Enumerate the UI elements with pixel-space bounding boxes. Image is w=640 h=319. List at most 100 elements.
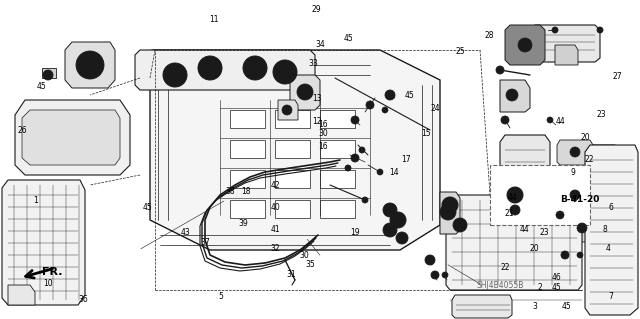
Circle shape (383, 203, 397, 217)
Circle shape (442, 197, 458, 213)
Text: B-41-20: B-41-20 (560, 196, 600, 204)
Circle shape (552, 27, 558, 33)
Circle shape (506, 89, 518, 101)
Circle shape (597, 27, 603, 33)
Bar (275, 140, 310, 158)
Polygon shape (65, 42, 115, 88)
Polygon shape (452, 295, 512, 318)
Bar (230, 140, 265, 158)
Text: 20: 20 (580, 133, 591, 142)
Polygon shape (500, 80, 530, 112)
Text: 41: 41 (270, 225, 280, 234)
Polygon shape (505, 25, 545, 65)
Text: 8: 8 (602, 225, 607, 234)
Text: 29: 29 (312, 5, 322, 14)
Circle shape (394, 216, 402, 224)
Polygon shape (500, 135, 550, 190)
Text: 15: 15 (420, 130, 431, 138)
Text: 34: 34 (315, 40, 325, 49)
Polygon shape (135, 50, 315, 90)
Text: 23: 23 (539, 228, 549, 237)
Polygon shape (8, 285, 35, 305)
Circle shape (570, 190, 580, 200)
Circle shape (351, 116, 359, 124)
Polygon shape (22, 110, 120, 165)
Text: 9: 9 (570, 168, 575, 177)
Text: 45: 45 (404, 91, 415, 100)
Text: 6: 6 (609, 203, 614, 212)
Text: 11: 11 (210, 15, 219, 24)
Text: 45: 45 (552, 283, 562, 292)
Text: 1: 1 (33, 197, 38, 205)
Polygon shape (440, 192, 460, 234)
Circle shape (282, 105, 292, 115)
Text: 26: 26 (17, 126, 28, 135)
Text: 40: 40 (270, 203, 280, 212)
Circle shape (561, 251, 569, 259)
Text: 45: 45 (561, 302, 572, 311)
Polygon shape (2, 180, 85, 305)
Polygon shape (290, 75, 320, 110)
Text: FR.: FR. (42, 267, 62, 277)
Text: 13: 13 (312, 94, 322, 103)
Bar (230, 170, 265, 188)
Bar (320, 140, 355, 158)
Text: 18: 18 (242, 187, 251, 196)
Circle shape (43, 70, 53, 80)
Polygon shape (600, 155, 625, 178)
Text: 36: 36 (78, 295, 88, 304)
Text: 5: 5 (218, 292, 223, 301)
Text: 30: 30 (299, 251, 309, 260)
Text: 37: 37 (200, 238, 210, 247)
Circle shape (168, 68, 182, 82)
Circle shape (577, 252, 583, 258)
Text: 31: 31 (286, 270, 296, 279)
Circle shape (273, 60, 297, 84)
Text: 43: 43 (180, 228, 191, 237)
Circle shape (547, 117, 553, 123)
Text: 32: 32 (270, 244, 280, 253)
Text: 45: 45 (344, 34, 354, 43)
Polygon shape (446, 195, 582, 290)
Circle shape (366, 101, 374, 109)
Text: 45: 45 (142, 203, 152, 212)
Text: 35: 35 (305, 260, 316, 269)
Bar (42, 68, 56, 78)
Circle shape (362, 197, 368, 203)
Circle shape (442, 272, 448, 278)
Text: 45: 45 (36, 82, 47, 91)
Bar (275, 170, 310, 188)
Circle shape (76, 51, 104, 79)
Circle shape (383, 223, 397, 237)
Text: 12: 12 (312, 117, 321, 126)
Text: 46: 46 (552, 273, 562, 282)
Text: 22: 22 (501, 263, 510, 272)
Text: 20: 20 (529, 244, 540, 253)
Circle shape (425, 255, 435, 265)
Circle shape (377, 169, 383, 175)
Circle shape (382, 107, 388, 113)
Circle shape (446, 201, 454, 209)
Text: 16: 16 (318, 142, 328, 151)
Polygon shape (15, 100, 130, 175)
Circle shape (248, 61, 262, 75)
Circle shape (163, 63, 187, 87)
Polygon shape (567, 145, 618, 205)
Text: 42: 42 (270, 181, 280, 189)
Circle shape (278, 65, 292, 79)
Circle shape (510, 205, 520, 215)
Circle shape (511, 191, 519, 199)
Text: 2: 2 (537, 283, 542, 292)
Circle shape (457, 222, 463, 228)
Circle shape (84, 59, 96, 71)
Text: 30: 30 (318, 130, 328, 138)
Circle shape (445, 209, 451, 215)
Circle shape (496, 66, 504, 74)
Text: 4: 4 (605, 244, 611, 253)
Bar (275, 110, 310, 128)
Text: 17: 17 (401, 155, 412, 164)
Text: 25: 25 (456, 47, 466, 56)
Text: 44: 44 (520, 225, 530, 234)
Text: 16: 16 (318, 120, 328, 129)
Polygon shape (278, 100, 298, 120)
